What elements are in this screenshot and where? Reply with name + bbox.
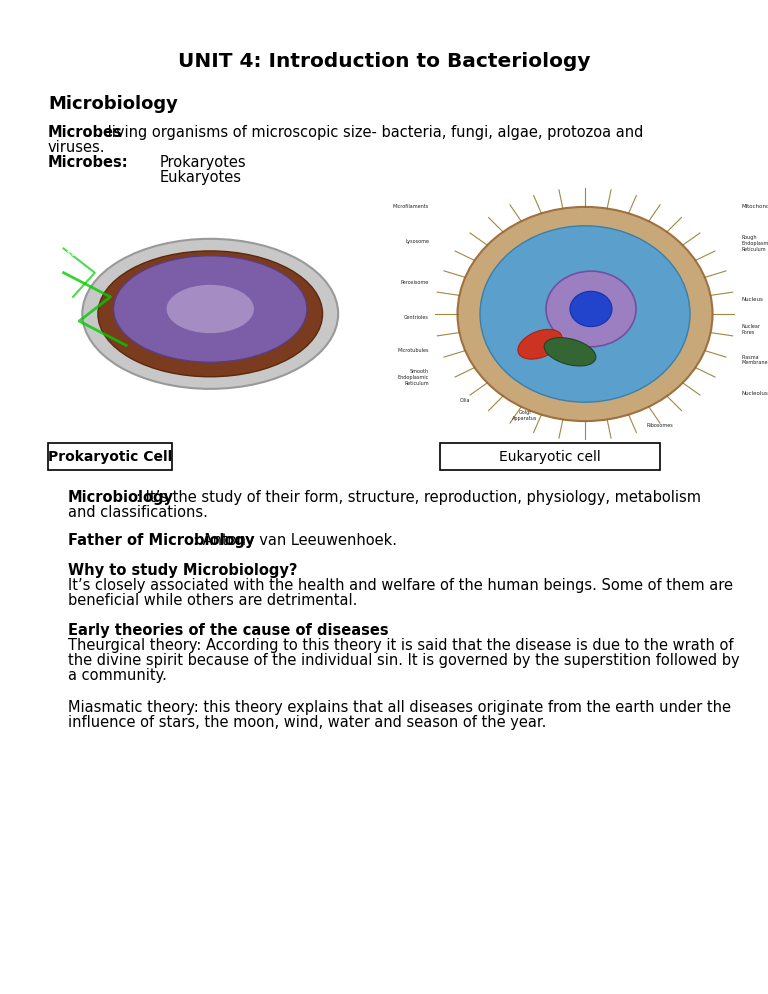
- Text: Eukaryotic cell: Eukaryotic cell: [499, 449, 601, 463]
- Text: nucleoid: nucleoid: [194, 201, 227, 210]
- Text: viruses.: viruses.: [48, 140, 105, 155]
- Ellipse shape: [82, 239, 338, 389]
- Ellipse shape: [114, 255, 307, 362]
- Ellipse shape: [480, 226, 690, 403]
- Text: a community.: a community.: [68, 668, 167, 683]
- Text: Nuclear
Pores: Nuclear Pores: [741, 324, 760, 335]
- Text: plasma
membrane: plasma membrane: [117, 399, 154, 412]
- Text: Centrioles: Centrioles: [404, 315, 429, 320]
- Text: Peroxisome: Peroxisome: [401, 279, 429, 284]
- Text: Cilia: Cilia: [460, 399, 470, 404]
- Text: Microfilaments: Microfilaments: [392, 204, 429, 209]
- Text: the divine spirit because of the individual sin. It is governed by the superstit: the divine spirit because of the individ…: [68, 653, 740, 668]
- Text: influence of stars, the moon, wind, water and season of the year.: influence of stars, the moon, wind, wate…: [68, 715, 546, 730]
- Text: Why to study Microbiology?: Why to study Microbiology?: [68, 563, 297, 578]
- Text: : Antony van Leeuwenhoek.: : Antony van Leeuwenhoek.: [193, 533, 397, 548]
- Text: Lysosome: Lysosome: [405, 240, 429, 245]
- Text: It’s closely associated with the health and welfare of the human beings. Some of: It’s closely associated with the health …: [68, 578, 733, 593]
- Text: : living organisms of microscopic size- bacteria, fungi, algae, protozoa and: : living organisms of microscopic size- …: [98, 125, 644, 140]
- Ellipse shape: [458, 207, 713, 421]
- Ellipse shape: [544, 338, 596, 366]
- Text: Microbiology: Microbiology: [68, 490, 174, 505]
- Ellipse shape: [570, 291, 612, 327]
- Text: Nucleus: Nucleus: [741, 297, 763, 302]
- Text: Smooth
Endoplasmic
Reticulum: Smooth Endoplasmic Reticulum: [398, 369, 429, 386]
- Text: Rough
Endoplasmic
Reticulum: Rough Endoplasmic Reticulum: [741, 236, 768, 252]
- Ellipse shape: [98, 250, 323, 377]
- FancyBboxPatch shape: [440, 443, 660, 470]
- Text: beneficial while others are detrimental.: beneficial while others are detrimental.: [68, 593, 357, 608]
- Text: Nucleolus: Nucleolus: [741, 391, 768, 396]
- Text: Microbes:: Microbes:: [48, 155, 128, 170]
- Text: Golgi
Apparatus: Golgi Apparatus: [512, 411, 538, 420]
- Text: cell
wall: cell wall: [190, 399, 205, 412]
- Text: Theurgical theory: According to this theory it is said that the disease is due t: Theurgical theory: According to this the…: [68, 638, 733, 653]
- Text: Early theories of the cause of diseases: Early theories of the cause of diseases: [68, 623, 389, 638]
- Text: pilus: pilus: [148, 201, 167, 210]
- Text: Ribosomes: Ribosomes: [647, 423, 674, 428]
- Ellipse shape: [518, 329, 562, 359]
- Text: Microtubules: Microtubules: [398, 348, 429, 353]
- Text: Microbes: Microbes: [48, 125, 123, 140]
- Text: flagellum: flagellum: [67, 248, 103, 257]
- Text: Plasma
Membrane: Plasma Membrane: [741, 355, 767, 366]
- Ellipse shape: [546, 271, 636, 347]
- Text: capsule: capsule: [239, 404, 269, 413]
- FancyBboxPatch shape: [48, 443, 172, 470]
- Text: and classifications.: and classifications.: [68, 505, 208, 520]
- Text: Microbiology: Microbiology: [48, 95, 178, 113]
- Text: Miasmatic theory: this theory explains that all diseases originate from the eart: Miasmatic theory: this theory explains t…: [68, 700, 731, 715]
- Text: Eukaryotes: Eukaryotes: [160, 170, 242, 185]
- Text: ribosomes: ribosomes: [278, 201, 317, 210]
- Text: UNIT 4: Introduction to Bacteriology: UNIT 4: Introduction to Bacteriology: [177, 52, 591, 71]
- Text: : It’s the study of their form, structure, reproduction, physiology, metabolism: : It’s the study of their form, structur…: [136, 490, 701, 505]
- Text: Mitochondria: Mitochondria: [741, 204, 768, 209]
- Text: Prokaryotes: Prokaryotes: [160, 155, 247, 170]
- Text: Father of Microbiology: Father of Microbiology: [68, 533, 254, 548]
- Text: Prokaryotic Cell: Prokaryotic Cell: [48, 449, 172, 463]
- Ellipse shape: [167, 285, 254, 333]
